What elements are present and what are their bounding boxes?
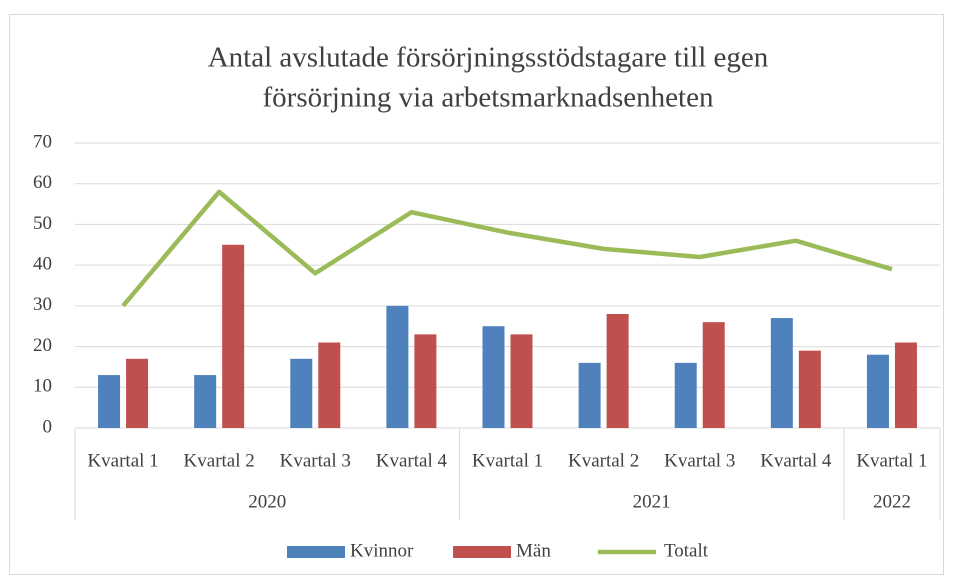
x-tick-label: Kvartal 4 (376, 450, 448, 471)
group-label: 2022 (873, 491, 911, 512)
bar (222, 244, 245, 428)
bar (770, 318, 793, 428)
y-tick-label: 20 (33, 335, 52, 356)
bar (578, 362, 601, 428)
x-tick-label: Kvartal 2 (568, 450, 639, 471)
bar (510, 334, 533, 428)
y-tick-label: 50 (33, 213, 52, 234)
y-tick-label: 40 (33, 254, 52, 275)
group-label: 2021 (633, 491, 671, 512)
line (121, 189, 893, 308)
bar (674, 362, 697, 428)
chart-border (9, 14, 944, 575)
x-tick-label: Kvartal 1 (472, 450, 543, 471)
legend-label: Män (516, 540, 551, 561)
y-tick-label: 70 (33, 131, 52, 152)
y-tick-label: 60 (33, 172, 52, 193)
bar (606, 314, 629, 428)
bar (798, 350, 821, 428)
bar (866, 354, 889, 428)
legend-label: Totalt (664, 540, 709, 561)
chart-title: försörjning via arbetsmarknadsenheten (263, 82, 714, 114)
bar (290, 358, 313, 428)
bar (702, 322, 725, 428)
bar (386, 305, 409, 428)
y-tick-label: 10 (33, 376, 52, 397)
x-tick-label: Kvartal 1 (856, 450, 927, 471)
bar (482, 326, 505, 428)
x-tick-label: Kvartal 4 (760, 450, 832, 471)
bar (318, 342, 341, 428)
chart-title: Antal avslutade försörjningsstödstagare … (208, 42, 769, 74)
y-tick-label: 0 (43, 416, 53, 437)
y-tick-label: 30 (33, 294, 52, 315)
bar (194, 375, 217, 428)
bar (894, 342, 917, 428)
x-tick-label: Kvartal 3 (664, 450, 735, 471)
legend-swatch (287, 546, 345, 558)
group-label: 2020 (248, 491, 286, 512)
bar (414, 334, 437, 428)
x-tick-label: Kvartal 3 (280, 450, 351, 471)
x-tick-label: Kvartal 2 (184, 450, 255, 471)
bar (126, 358, 149, 428)
x-tick-label: Kvartal 1 (87, 450, 158, 471)
legend-label: Kvinnor (350, 540, 414, 561)
legend-swatch (453, 546, 511, 558)
bar (98, 375, 121, 428)
